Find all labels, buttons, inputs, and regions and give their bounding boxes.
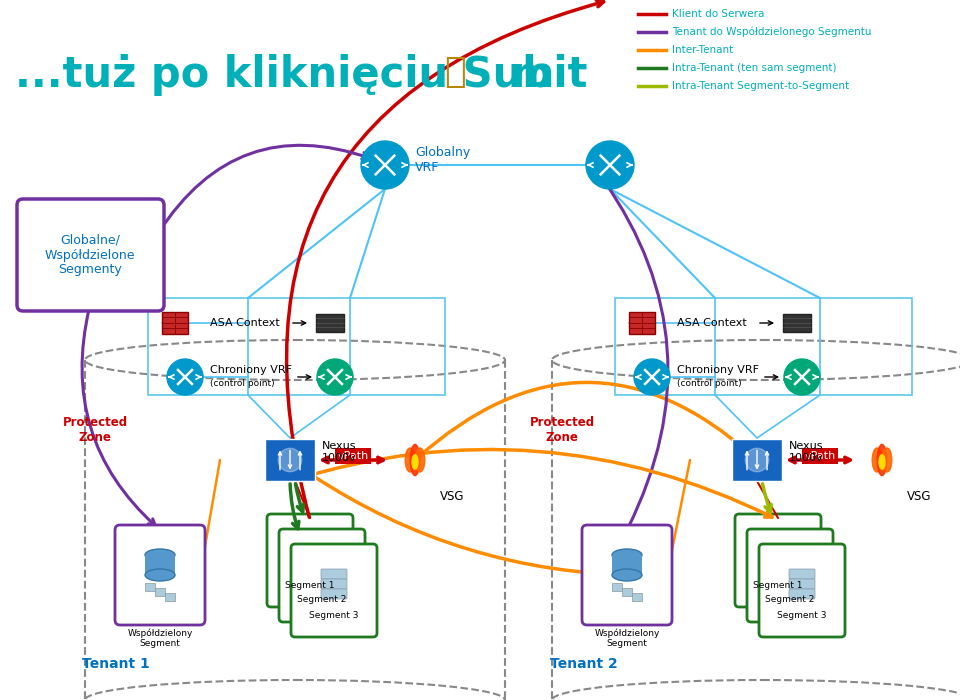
- Ellipse shape: [612, 569, 642, 581]
- FancyBboxPatch shape: [321, 569, 347, 579]
- FancyBboxPatch shape: [732, 439, 782, 481]
- Circle shape: [361, 141, 409, 189]
- Text: (control point): (control point): [210, 379, 275, 388]
- Bar: [155, 588, 165, 596]
- FancyBboxPatch shape: [297, 549, 323, 559]
- Text: Współdzielony
Segment: Współdzielony Segment: [594, 628, 660, 648]
- Text: vPath: vPath: [804, 451, 835, 461]
- FancyBboxPatch shape: [789, 589, 815, 599]
- FancyBboxPatch shape: [783, 314, 811, 332]
- Bar: [622, 588, 632, 596]
- FancyBboxPatch shape: [297, 559, 323, 569]
- Circle shape: [634, 359, 670, 395]
- Text: Chroniony VRF: Chroniony VRF: [210, 365, 292, 375]
- FancyBboxPatch shape: [789, 579, 815, 589]
- Bar: [612, 583, 622, 591]
- Text: vPath: vPath: [337, 451, 369, 461]
- Text: Intra-Tenant Segment-to-Segment: Intra-Tenant Segment-to-Segment: [672, 81, 850, 91]
- FancyBboxPatch shape: [297, 539, 323, 549]
- Ellipse shape: [882, 448, 892, 472]
- Text: Segment 2: Segment 2: [298, 596, 347, 605]
- Ellipse shape: [879, 455, 885, 469]
- FancyBboxPatch shape: [309, 564, 335, 574]
- FancyBboxPatch shape: [115, 525, 205, 625]
- Text: ...tuż po kliknięciu Sub: ...tuż po kliknięciu Sub: [15, 54, 552, 96]
- Text: Segment 3: Segment 3: [778, 610, 827, 620]
- FancyBboxPatch shape: [291, 544, 377, 637]
- Bar: [632, 593, 642, 601]
- Text: Współdzielony
Segment: Współdzielony Segment: [128, 628, 193, 648]
- FancyBboxPatch shape: [765, 539, 791, 549]
- Text: Chroniony VRF: Chroniony VRF: [677, 365, 759, 375]
- FancyBboxPatch shape: [162, 312, 188, 334]
- FancyBboxPatch shape: [321, 589, 347, 599]
- Circle shape: [586, 141, 634, 189]
- FancyBboxPatch shape: [309, 574, 335, 584]
- Ellipse shape: [405, 448, 415, 472]
- FancyBboxPatch shape: [735, 514, 821, 607]
- Circle shape: [167, 359, 203, 395]
- Text: VSG: VSG: [907, 490, 931, 503]
- Ellipse shape: [873, 448, 882, 472]
- FancyBboxPatch shape: [265, 439, 315, 481]
- Text: Segment 3: Segment 3: [309, 610, 359, 620]
- Text: Globalny
VRF: Globalny VRF: [415, 146, 470, 174]
- Text: ASA Context: ASA Context: [210, 318, 279, 328]
- Text: Intra-Tenant (ten sam segment): Intra-Tenant (ten sam segment): [672, 63, 836, 73]
- Ellipse shape: [877, 444, 887, 475]
- Text: Nexus
1000v: Nexus 1000v: [322, 441, 356, 463]
- Circle shape: [784, 359, 820, 395]
- FancyBboxPatch shape: [267, 514, 353, 607]
- FancyBboxPatch shape: [747, 529, 833, 622]
- Ellipse shape: [412, 455, 418, 469]
- Ellipse shape: [415, 448, 424, 472]
- Text: ASA Context: ASA Context: [677, 318, 747, 328]
- FancyBboxPatch shape: [582, 525, 672, 625]
- Text: (control point): (control point): [677, 379, 742, 388]
- Ellipse shape: [612, 549, 642, 561]
- Ellipse shape: [410, 444, 420, 475]
- FancyBboxPatch shape: [321, 579, 347, 589]
- Text: mit: mit: [510, 54, 588, 96]
- Text: Tenant do Współdzielonego Segmentu: Tenant do Współdzielonego Segmentu: [672, 27, 872, 37]
- FancyBboxPatch shape: [789, 569, 815, 579]
- FancyBboxPatch shape: [612, 555, 642, 575]
- Circle shape: [745, 448, 769, 472]
- Text: Globalne/
Współdzielone
Segmenty: Globalne/ Współdzielone Segmenty: [45, 234, 135, 276]
- Bar: [165, 593, 175, 601]
- Text: Inter-Tenant: Inter-Tenant: [672, 45, 733, 55]
- Ellipse shape: [145, 549, 175, 561]
- FancyBboxPatch shape: [765, 549, 791, 559]
- Text: Tenant 1: Tenant 1: [82, 657, 150, 671]
- FancyBboxPatch shape: [316, 314, 344, 332]
- Text: VSG: VSG: [440, 490, 465, 503]
- FancyBboxPatch shape: [777, 574, 803, 584]
- Text: Segment 1: Segment 1: [285, 580, 335, 589]
- Circle shape: [278, 448, 301, 472]
- Text: Segment 2: Segment 2: [765, 596, 815, 605]
- Text: Klient do Serwera: Klient do Serwera: [672, 9, 764, 19]
- Text: ⛧: ⛧: [444, 55, 466, 89]
- Circle shape: [317, 359, 353, 395]
- FancyBboxPatch shape: [309, 554, 335, 564]
- FancyBboxPatch shape: [629, 312, 655, 334]
- Text: Protected
Zone: Protected Zone: [529, 416, 594, 444]
- FancyBboxPatch shape: [759, 544, 845, 637]
- FancyBboxPatch shape: [777, 554, 803, 564]
- Text: Segment 1: Segment 1: [754, 580, 803, 589]
- FancyBboxPatch shape: [279, 529, 365, 622]
- Text: Nexus
1000v: Nexus 1000v: [789, 441, 824, 463]
- FancyBboxPatch shape: [17, 199, 164, 311]
- FancyBboxPatch shape: [777, 564, 803, 574]
- Ellipse shape: [145, 569, 175, 581]
- Text: Tenant 2: Tenant 2: [550, 657, 617, 671]
- Text: Protected
Zone: Protected Zone: [62, 416, 128, 444]
- FancyBboxPatch shape: [145, 555, 175, 575]
- FancyBboxPatch shape: [765, 559, 791, 569]
- Bar: [145, 583, 155, 591]
